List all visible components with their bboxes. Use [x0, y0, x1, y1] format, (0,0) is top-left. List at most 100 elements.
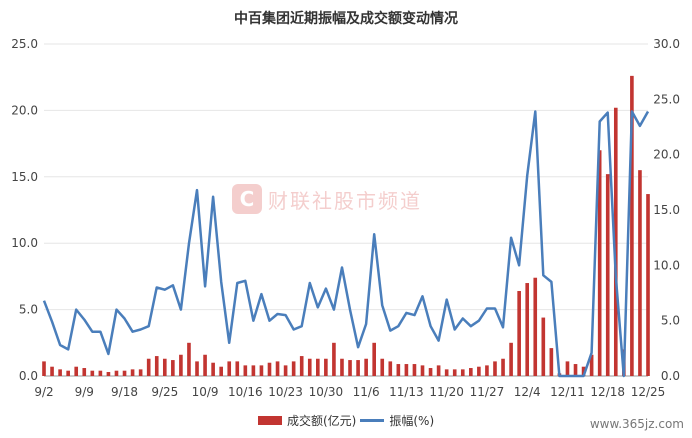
x-tick-label: 12/4 — [514, 385, 541, 399]
x-tick-label: 11/20 — [429, 385, 464, 399]
bar — [436, 365, 441, 376]
x-tick-label: 10/23 — [268, 385, 303, 399]
bar — [227, 361, 232, 376]
y-left-tick-label: 0.0 — [19, 369, 38, 383]
x-tick-label: 12/25 — [631, 385, 666, 399]
bar — [203, 354, 207, 376]
bar — [404, 364, 409, 376]
bar — [589, 354, 594, 376]
x-tick-label: 9/2 — [34, 385, 53, 399]
bar — [348, 360, 352, 376]
bar — [106, 372, 111, 376]
bar — [420, 365, 425, 376]
bar — [324, 358, 328, 376]
watermark-text: 财联社股市频道 — [268, 188, 422, 213]
amplitude-line — [42, 110, 650, 378]
bar — [477, 366, 481, 376]
bar — [469, 368, 473, 376]
bar — [179, 354, 183, 376]
y-right-tick-label: 10.0 — [653, 258, 680, 272]
bar — [428, 368, 433, 376]
bar — [283, 365, 288, 376]
bar — [412, 364, 417, 376]
bar — [130, 369, 135, 376]
bar — [444, 369, 449, 376]
bar — [251, 365, 256, 376]
bar — [340, 358, 344, 376]
bar — [122, 370, 127, 376]
bar — [613, 107, 618, 376]
bar — [509, 342, 513, 376]
bar — [171, 360, 175, 376]
bar — [565, 361, 570, 376]
bar — [638, 170, 642, 376]
bar — [452, 369, 457, 376]
y-right-tick-label: 30.0 — [653, 37, 680, 51]
site-watermark: www.365jz.com — [589, 417, 684, 431]
y-left-tick-label: 20.0 — [11, 103, 38, 117]
watermark-logo-icon: C — [232, 184, 262, 214]
y-left-tick-label: 10.0 — [11, 236, 38, 250]
bar — [533, 277, 538, 376]
bar — [493, 361, 497, 376]
y-right-tick-label: 15.0 — [653, 203, 680, 217]
legend-label-amount: 成交额(亿元) — [287, 414, 357, 428]
bar — [485, 365, 489, 376]
bar — [356, 360, 360, 376]
bar — [146, 358, 151, 376]
bar — [388, 361, 393, 376]
y-right-tick-label: 20.0 — [653, 148, 680, 162]
bar — [307, 358, 312, 376]
bar — [259, 365, 264, 376]
bar — [517, 291, 521, 376]
bar — [380, 358, 385, 376]
bar — [605, 174, 610, 376]
bar — [573, 364, 578, 376]
bar — [332, 342, 336, 376]
bar — [74, 366, 79, 376]
bar — [597, 150, 602, 376]
x-tick-label: 11/13 — [389, 385, 424, 399]
bar — [630, 75, 634, 376]
bar — [460, 369, 465, 376]
bar — [98, 370, 103, 376]
bar — [243, 365, 248, 376]
bar — [154, 356, 159, 376]
bar — [66, 370, 70, 376]
legend-label-amplitude: 振幅(%) — [389, 414, 435, 428]
bar — [275, 361, 280, 376]
bar — [364, 358, 368, 376]
bar — [50, 366, 54, 376]
bar — [138, 369, 143, 376]
x-tick-label: 10/16 — [228, 385, 263, 399]
x-tick-label: 11/27 — [470, 385, 505, 399]
y-right-tick-label: 25.0 — [653, 92, 680, 106]
bar — [82, 368, 87, 376]
bar — [549, 348, 554, 376]
bar — [525, 283, 530, 376]
y-left-tick-label: 15.0 — [11, 170, 38, 184]
x-tick-label: 9/25 — [151, 385, 178, 399]
bar — [316, 358, 320, 376]
bar — [90, 370, 95, 376]
watermark: C 财联社股市频道 — [232, 184, 422, 214]
bar — [541, 317, 546, 376]
bar — [581, 366, 586, 376]
x-tick-label: 12/11 — [550, 385, 585, 399]
legend-item-amplitude[interactable]: 振幅(%) — [360, 412, 434, 429]
bar — [195, 361, 199, 376]
legend-item-amount[interactable]: 成交额(亿元) — [258, 412, 356, 429]
bar — [235, 361, 240, 376]
bar — [501, 358, 505, 376]
x-tick-label: 10/9 — [192, 385, 219, 399]
y-left-tick-label: 5.0 — [19, 303, 38, 317]
bar — [162, 358, 167, 376]
legend-swatch-bar — [258, 416, 282, 425]
bar — [219, 366, 223, 376]
y-right-tick-label: 0.0 — [661, 369, 680, 383]
bar — [299, 356, 304, 376]
bar — [58, 369, 62, 376]
bar — [396, 364, 401, 376]
